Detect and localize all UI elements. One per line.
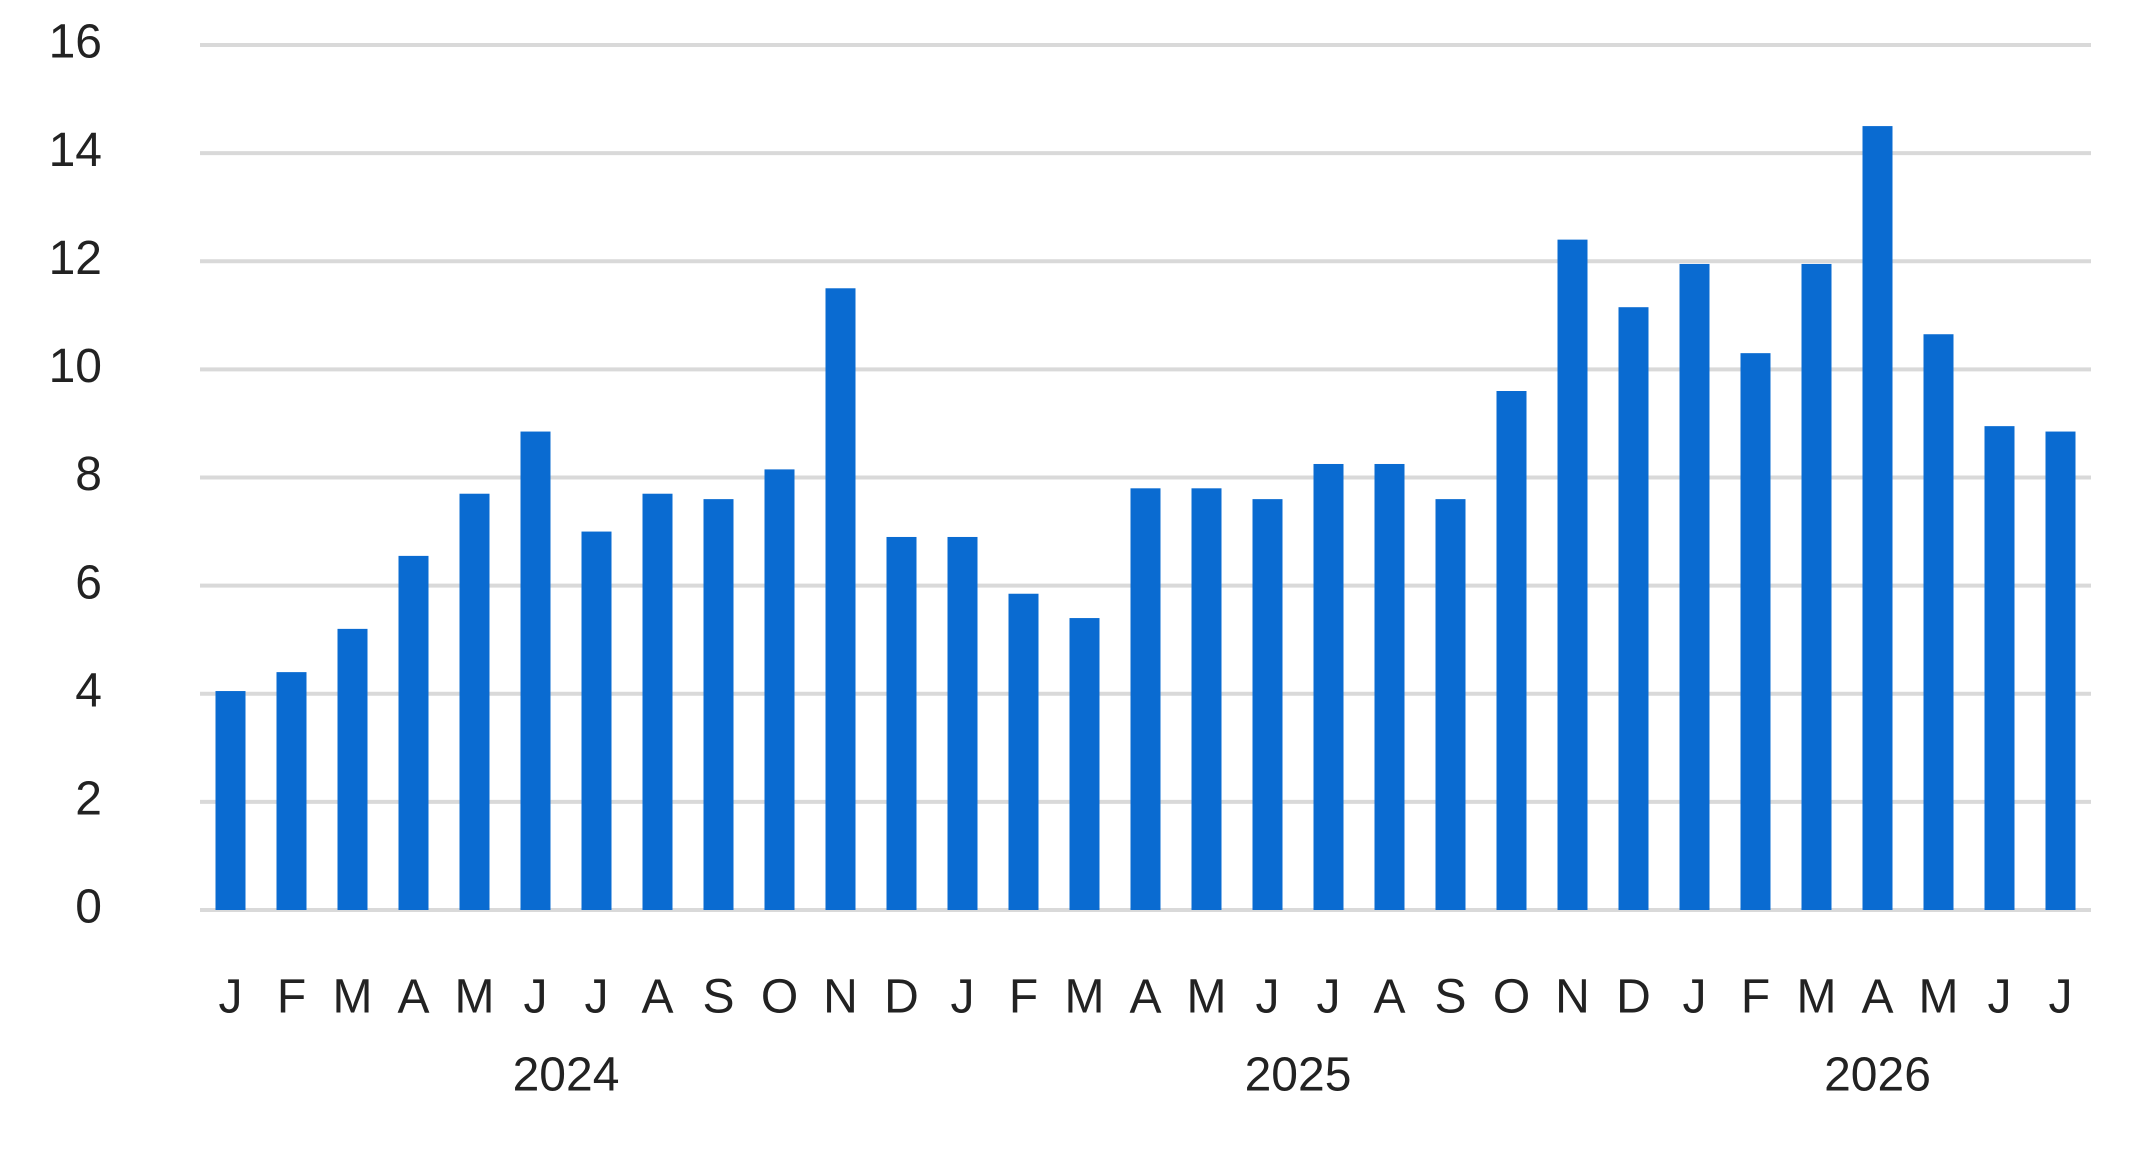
y-tick-label: 6 bbox=[75, 556, 102, 609]
bar bbox=[1130, 488, 1161, 910]
x-tick-label: J bbox=[585, 971, 609, 1024]
y-tick-label: 8 bbox=[75, 448, 102, 501]
x-tick-label: F bbox=[1741, 971, 1770, 1024]
bar bbox=[764, 469, 795, 910]
x-tick-label: N bbox=[823, 971, 858, 1024]
bar bbox=[1618, 307, 1649, 910]
bar bbox=[215, 691, 246, 910]
x-tick-label: J bbox=[1317, 971, 1341, 1024]
bar bbox=[1069, 618, 1100, 910]
bar bbox=[1862, 126, 1893, 910]
x-tick-label: M bbox=[1797, 971, 1837, 1024]
bar bbox=[1374, 463, 1405, 910]
x-tick-label: J bbox=[2049, 971, 2073, 1024]
x-tick-label: M bbox=[1187, 971, 1227, 1024]
x-tick-label: D bbox=[884, 971, 919, 1024]
bar bbox=[1313, 463, 1344, 910]
x-tick-label: D bbox=[1616, 971, 1651, 1024]
bar bbox=[337, 628, 368, 910]
bar bbox=[1252, 499, 1283, 910]
bar bbox=[1923, 334, 1954, 910]
x-tick-label: M bbox=[333, 971, 373, 1024]
bar bbox=[947, 536, 978, 910]
bar bbox=[520, 431, 551, 910]
bar bbox=[703, 499, 734, 910]
y-tick-label: 14 bbox=[49, 124, 102, 177]
x-tick-label: F bbox=[1009, 971, 1038, 1024]
bar bbox=[1984, 426, 2015, 910]
x-tick-label: M bbox=[1919, 971, 1959, 1024]
x-tick-label: J bbox=[1683, 971, 1707, 1024]
year-label: 2026 bbox=[1824, 1049, 1931, 1102]
bar bbox=[398, 555, 429, 910]
bar bbox=[1191, 488, 1222, 910]
y-tick-label: 16 bbox=[49, 16, 102, 69]
x-tick-label: F bbox=[277, 971, 306, 1024]
x-tick-label: M bbox=[1065, 971, 1105, 1024]
x-tick-label: J bbox=[951, 971, 975, 1024]
bar bbox=[1740, 353, 1771, 910]
bar bbox=[1801, 263, 1832, 910]
x-tick-label: J bbox=[1256, 971, 1280, 1024]
bar bbox=[825, 288, 856, 910]
bar bbox=[2045, 431, 2076, 910]
y-tick-label: 2 bbox=[75, 773, 102, 826]
x-tick-label: N bbox=[1555, 971, 1590, 1024]
bar bbox=[581, 531, 612, 910]
y-tick-label: 0 bbox=[75, 881, 102, 934]
y-tick-label: 4 bbox=[75, 664, 102, 717]
x-tick-label: O bbox=[761, 971, 798, 1024]
x-tick-label: M bbox=[455, 971, 495, 1024]
bar bbox=[1557, 239, 1588, 910]
bar bbox=[276, 672, 307, 910]
x-tick-label: A bbox=[1373, 971, 1405, 1024]
bar bbox=[642, 493, 673, 910]
x-tick-label: A bbox=[1129, 971, 1161, 1024]
x-tick-label: J bbox=[219, 971, 243, 1024]
x-tick-label: J bbox=[524, 971, 548, 1024]
bar bbox=[1435, 499, 1466, 910]
x-tick-label: O bbox=[1493, 971, 1530, 1024]
bar bbox=[1496, 391, 1527, 910]
y-tick-label: 10 bbox=[49, 340, 102, 393]
bar bbox=[1679, 263, 1710, 910]
year-label: 2025 bbox=[1245, 1049, 1352, 1102]
x-tick-label: S bbox=[1434, 971, 1466, 1024]
x-tick-label: A bbox=[1861, 971, 1893, 1024]
bar bbox=[1008, 593, 1039, 910]
x-tick-label: A bbox=[397, 971, 429, 1024]
x-tick-label: A bbox=[641, 971, 673, 1024]
year-label: 2024 bbox=[513, 1049, 620, 1102]
x-tick-label: J bbox=[1988, 971, 2012, 1024]
bar bbox=[886, 536, 917, 910]
y-tick-label: 12 bbox=[49, 232, 102, 285]
bar bbox=[459, 493, 490, 910]
x-tick-label: S bbox=[702, 971, 734, 1024]
